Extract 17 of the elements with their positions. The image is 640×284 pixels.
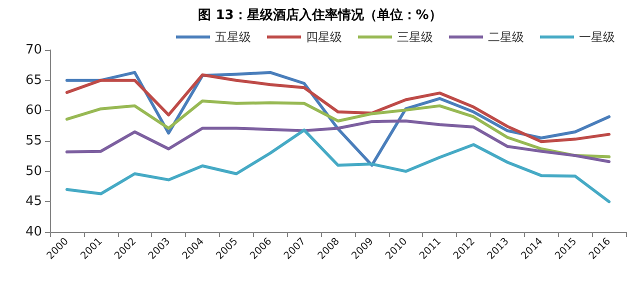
y-tick-label: 65 [25, 72, 42, 88]
y-tick-label: 60 [25, 103, 42, 118]
line-series [65, 119, 611, 164]
y-tick-label: 50 [25, 164, 42, 179]
legend-label: 四星级 [306, 30, 342, 44]
line-series [65, 99, 611, 158]
legend-label: 二星级 [488, 30, 524, 44]
line-series [65, 73, 611, 144]
chart-title: 图 13：星级酒店入住率情况（单位：%） [198, 7, 442, 23]
legend-label: 五星级 [215, 30, 251, 44]
legend-label: 一星级 [579, 30, 615, 44]
line-series [65, 128, 611, 204]
y-tick-label: 45 [25, 194, 42, 210]
y-tick-label: 55 [25, 134, 42, 148]
y-tick-label: 40 [25, 224, 42, 240]
legend-label: 三星级 [397, 30, 433, 44]
y-tick-label: 70 [25, 42, 42, 58]
